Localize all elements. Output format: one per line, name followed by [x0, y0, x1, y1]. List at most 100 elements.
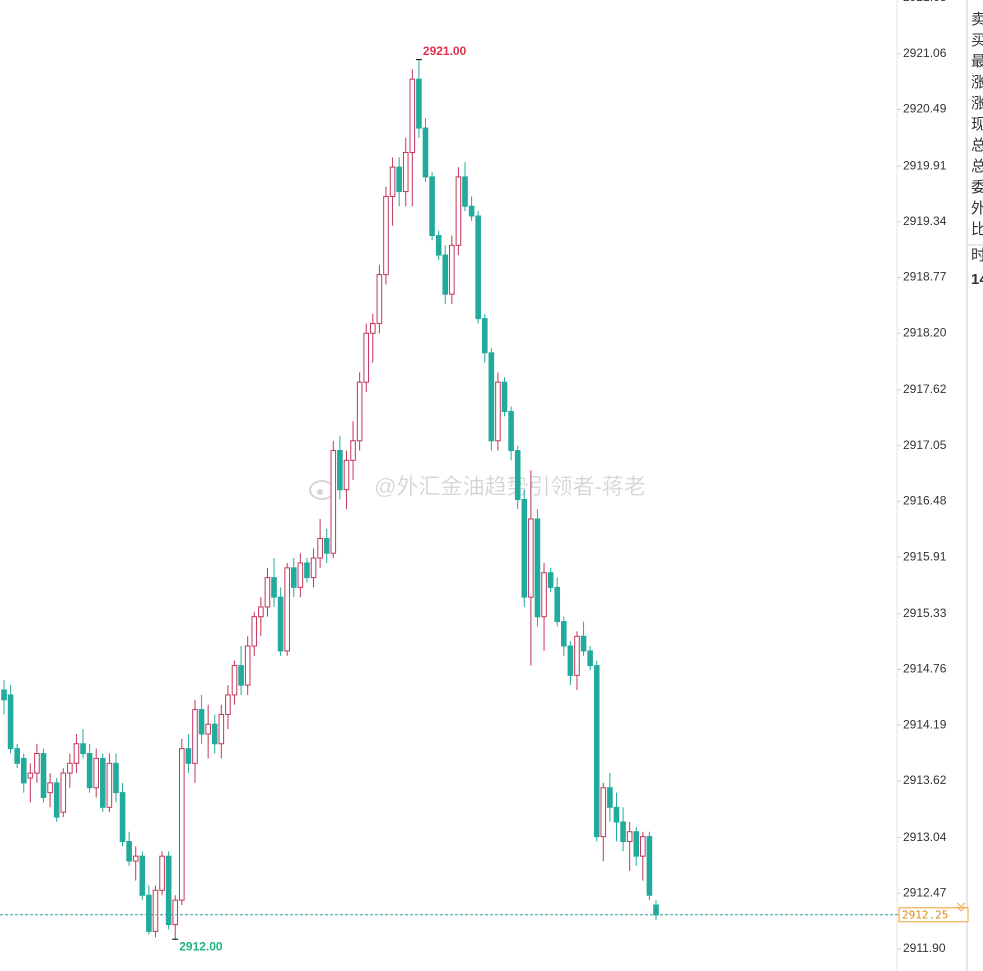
candle-body [580, 635, 587, 652]
candle-body [159, 855, 165, 891]
side-panel-text: 卖 [971, 11, 983, 28]
candle-body [449, 244, 455, 295]
y-tick-label: 2915.91 [903, 549, 947, 563]
y-tick-label: 2914.76 [903, 662, 947, 676]
watermark-icon [309, 480, 335, 500]
candle-body [514, 450, 521, 500]
side-panel-text: 比 [971, 221, 983, 238]
y-tick-label: 2917.05 [903, 438, 947, 452]
candle-body [462, 176, 468, 207]
candle-body [152, 889, 159, 932]
candle-body [139, 855, 146, 896]
candle-body [547, 572, 554, 588]
candle-body [146, 894, 152, 932]
candle-body [475, 215, 481, 320]
y-tick-label: 2913.04 [903, 830, 947, 844]
candle-body [613, 806, 620, 823]
candle-body [330, 450, 337, 554]
candle-body [185, 748, 192, 764]
candle-body [172, 899, 179, 926]
candle-body [481, 318, 488, 354]
candle-body [99, 757, 106, 808]
candle-body [165, 855, 172, 926]
candle-body [370, 323, 376, 334]
side-panel-text: 总 [971, 137, 983, 154]
candle-body [646, 836, 653, 896]
candle-body [277, 596, 284, 652]
y-tick-label: 2918.77 [903, 270, 947, 284]
candle-body [27, 772, 34, 779]
candle-body [47, 782, 53, 794]
candle-body [106, 762, 113, 808]
candle-body [396, 166, 402, 193]
candle-body [93, 757, 100, 789]
candle-body [258, 606, 264, 618]
side-panel-text: 14 [971, 271, 983, 288]
candle-body [7, 694, 14, 750]
y-tick-label: 2921.63 [903, 0, 947, 4]
side-panel-text: 涨 [971, 74, 983, 91]
candle-body [495, 381, 501, 442]
last-price-box [898, 907, 969, 923]
candle-body [192, 709, 198, 764]
y-tick-label: 2921.06 [903, 46, 947, 60]
candle-body [633, 831, 640, 857]
y-tick-label: 2920.49 [903, 102, 947, 116]
y-tick-label: 2914.19 [903, 717, 947, 731]
candle-body [389, 166, 396, 197]
candle-body [402, 151, 409, 193]
candle-body [34, 753, 40, 774]
candle-body [238, 665, 244, 686]
candle-body [86, 753, 93, 789]
candle-body [40, 753, 47, 799]
candle-body [14, 748, 20, 764]
y-tick-label: 2915.33 [903, 606, 947, 620]
candle-body [600, 787, 607, 838]
candle-body [53, 782, 60, 818]
candle-body [350, 440, 356, 461]
candle-body [409, 78, 416, 153]
candle-body [626, 831, 633, 843]
candle-body [67, 762, 73, 774]
candle-body [442, 254, 449, 295]
low-label: 2912.00 [179, 939, 223, 953]
side-panel-text: 涨 [971, 95, 983, 112]
candle-body [231, 665, 238, 696]
candle-body [653, 904, 659, 916]
candle-body [271, 577, 277, 598]
candle-body [119, 792, 126, 843]
candle-body [435, 235, 442, 256]
side-panel-text: 外 [971, 200, 983, 217]
y-tick-label: 2911.90 [903, 941, 946, 955]
candle-body [416, 78, 422, 129]
candle-body [179, 748, 185, 901]
candle-body [290, 567, 297, 588]
last-price-icon [956, 902, 966, 912]
candle-body [528, 518, 534, 598]
candle-body [640, 836, 646, 857]
candle-body [317, 538, 323, 559]
candle-body [422, 127, 429, 178]
candle-body [521, 498, 528, 598]
candle-body [363, 332, 370, 383]
y-tick-label: 2913.62 [903, 773, 947, 787]
watermark: @外汇金油趋势引领者-蒋老 [374, 474, 646, 499]
candle-body [198, 709, 205, 735]
candle-body [488, 352, 495, 442]
candle-body [80, 743, 86, 755]
candle-body [501, 381, 508, 412]
side-panel-text: 时 [971, 247, 983, 264]
candle-body [1, 689, 7, 701]
candle-body [113, 762, 119, 794]
candle-body [264, 577, 271, 608]
candle-body [607, 787, 613, 808]
candle-body [567, 645, 574, 676]
candle-body [455, 176, 462, 246]
side-panel-text: 现 [971, 116, 983, 133]
high-label: 2921.00 [423, 44, 467, 58]
candle-body [244, 645, 251, 686]
side-panel-text: 总 [971, 158, 983, 175]
candle-body [593, 665, 600, 838]
candle-body [126, 841, 132, 862]
